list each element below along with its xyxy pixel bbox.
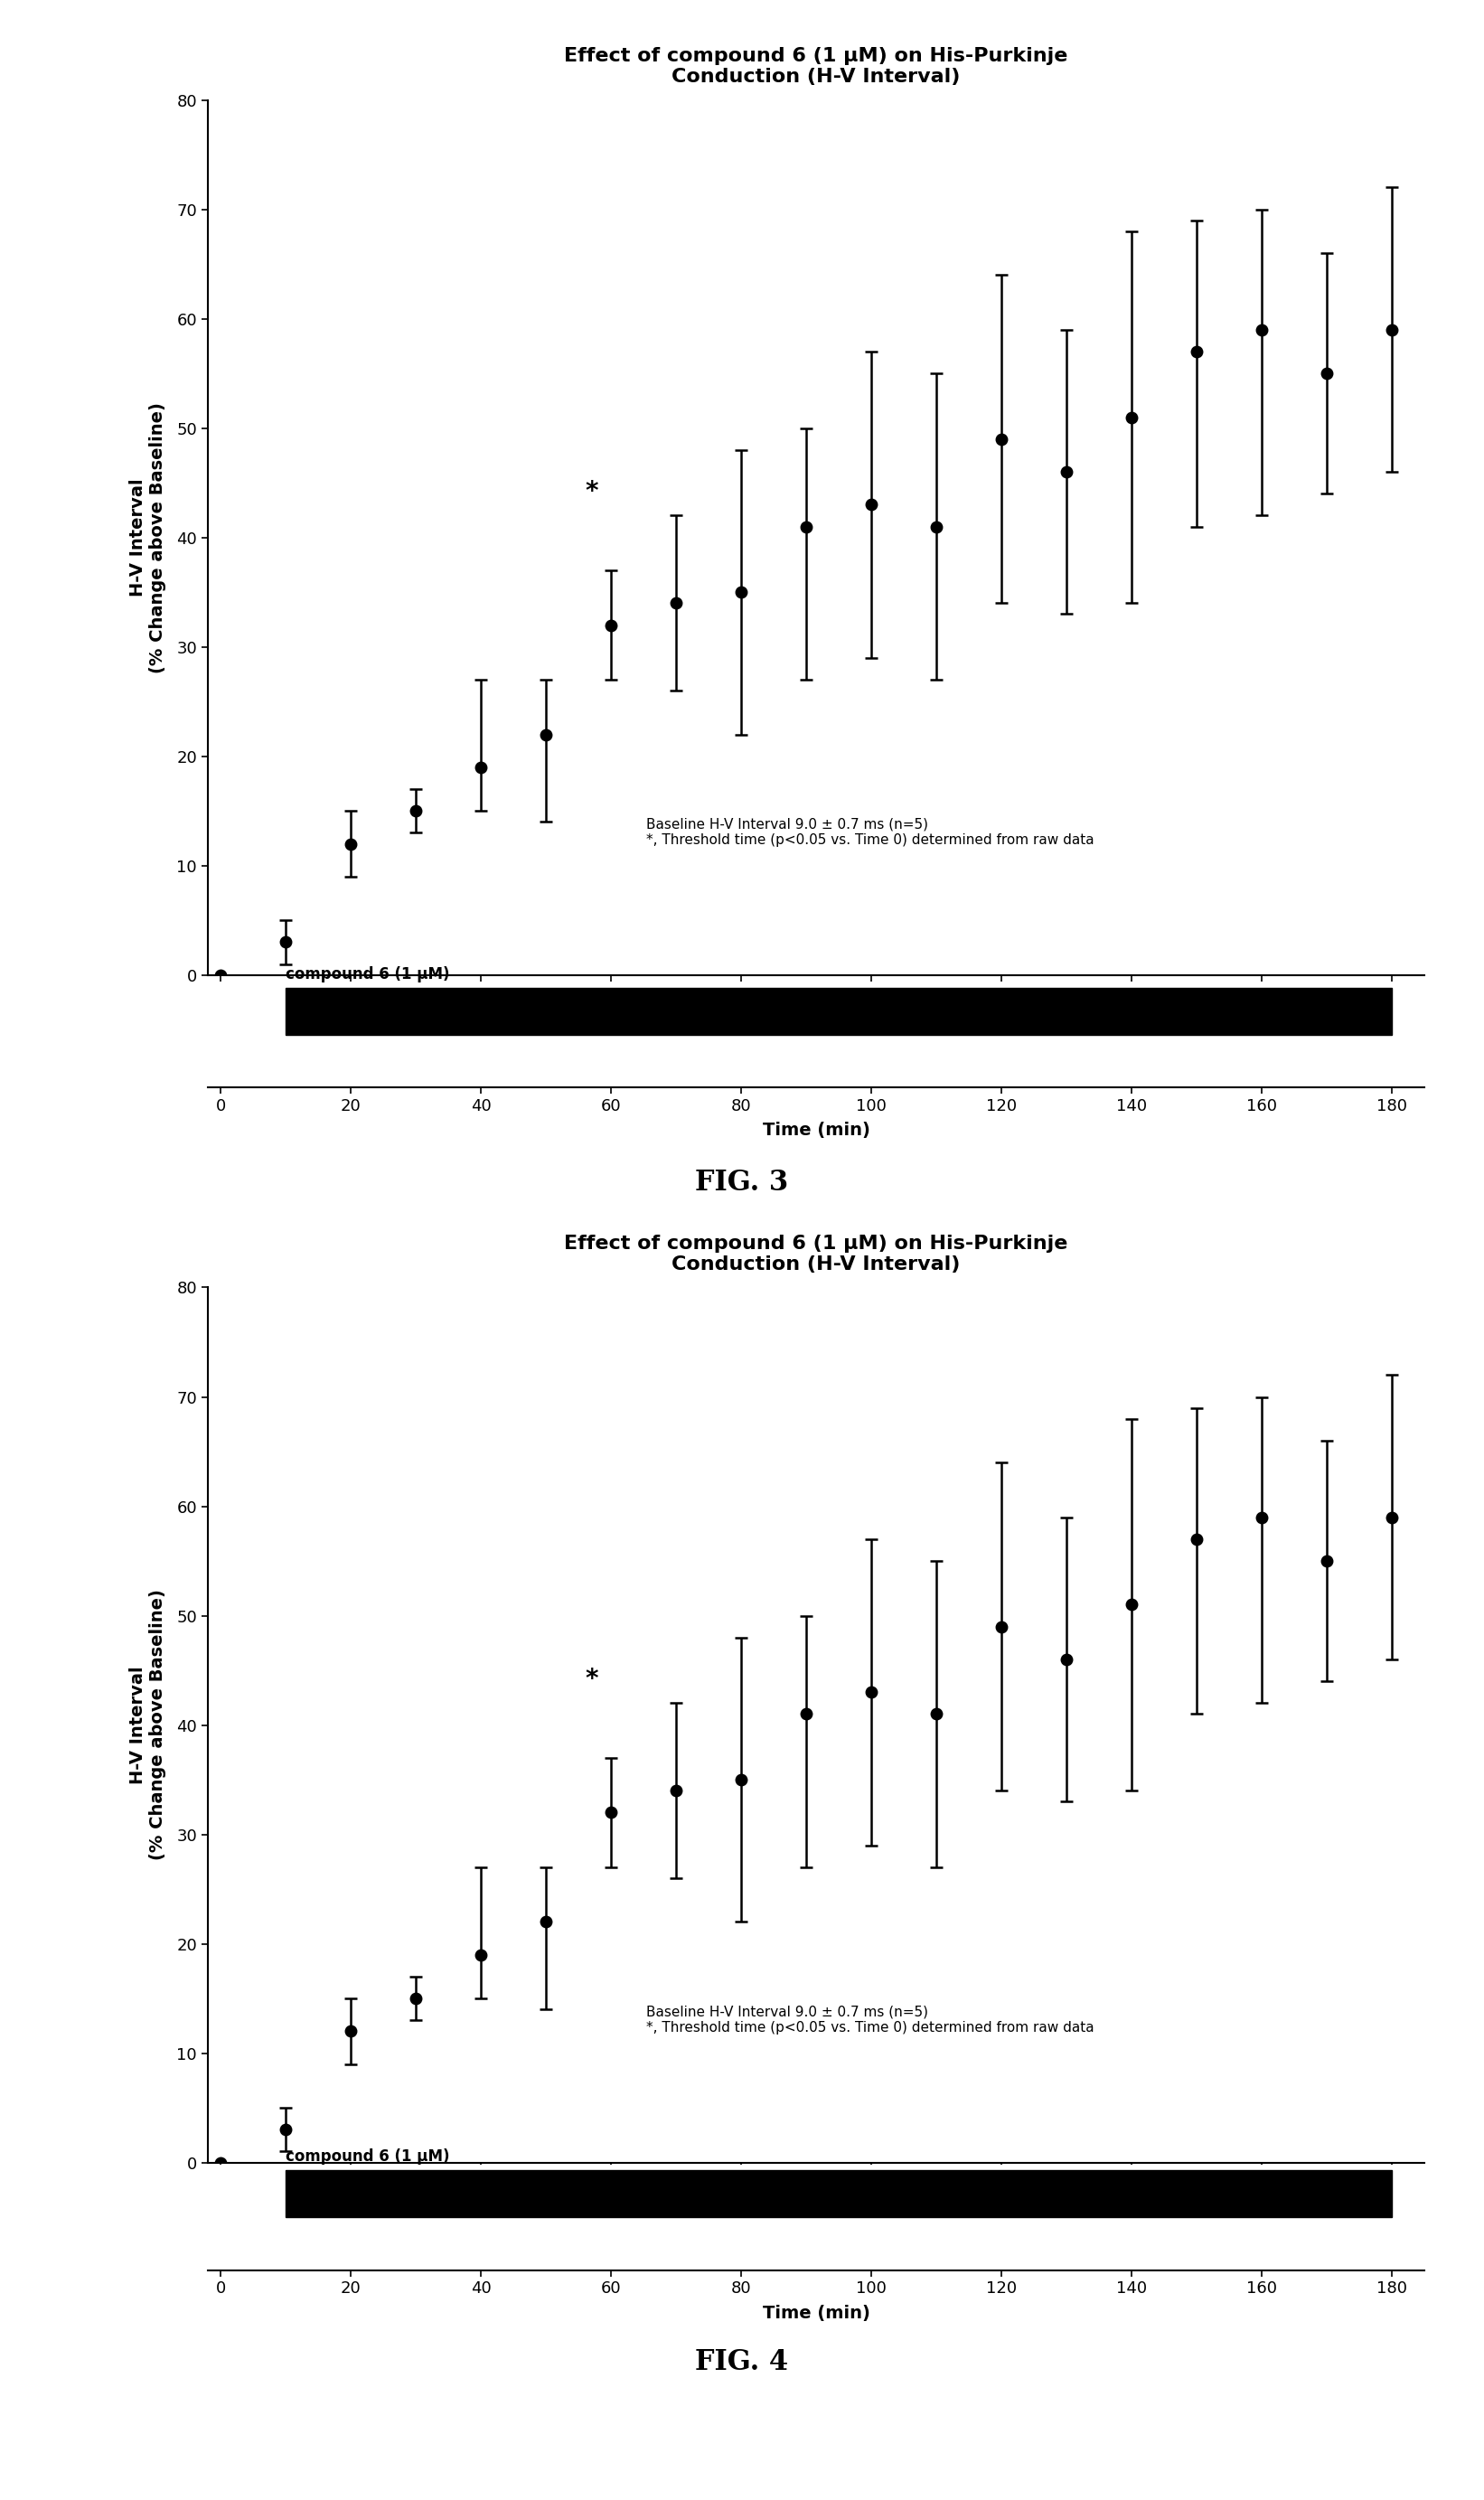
- Title: Effect of compound 6 (1 μM) on His-Purkinje
Conduction (H-V Interval): Effect of compound 6 (1 μM) on His-Purki…: [564, 1235, 1068, 1272]
- Bar: [286, 2170, 1392, 2218]
- Bar: [286, 988, 1392, 1035]
- Text: *: *: [585, 1668, 598, 1692]
- Text: FIG. 3: FIG. 3: [696, 1168, 788, 1197]
- Text: Baseline H-V Interval 9.0 ± 0.7 ms (n=5)
*, Threshold time (p<0.05 vs. Time 0) d: Baseline H-V Interval 9.0 ± 0.7 ms (n=5)…: [646, 818, 1094, 848]
- Y-axis label: H-V Interval
(% Change above Baseline): H-V Interval (% Change above Baseline): [129, 1590, 166, 1860]
- Text: compound 6 (1 μM): compound 6 (1 μM): [286, 2148, 450, 2165]
- Text: Baseline H-V Interval 9.0 ± 0.7 ms (n=5)
*, Threshold time (p<0.05 vs. Time 0) d: Baseline H-V Interval 9.0 ± 0.7 ms (n=5)…: [646, 2005, 1094, 2035]
- Y-axis label: H-V Interval
(% Change above Baseline): H-V Interval (% Change above Baseline): [129, 402, 166, 673]
- X-axis label: Time (min): Time (min): [763, 1122, 870, 1140]
- X-axis label: Time (min): Time (min): [763, 2305, 870, 2322]
- Text: compound 6 (1 μM): compound 6 (1 μM): [286, 965, 450, 982]
- Text: *: *: [585, 480, 598, 505]
- Title: Effect of compound 6 (1 μM) on His-Purkinje
Conduction (H-V Interval): Effect of compound 6 (1 μM) on His-Purki…: [564, 48, 1068, 85]
- Text: FIG. 4: FIG. 4: [696, 2348, 788, 2378]
